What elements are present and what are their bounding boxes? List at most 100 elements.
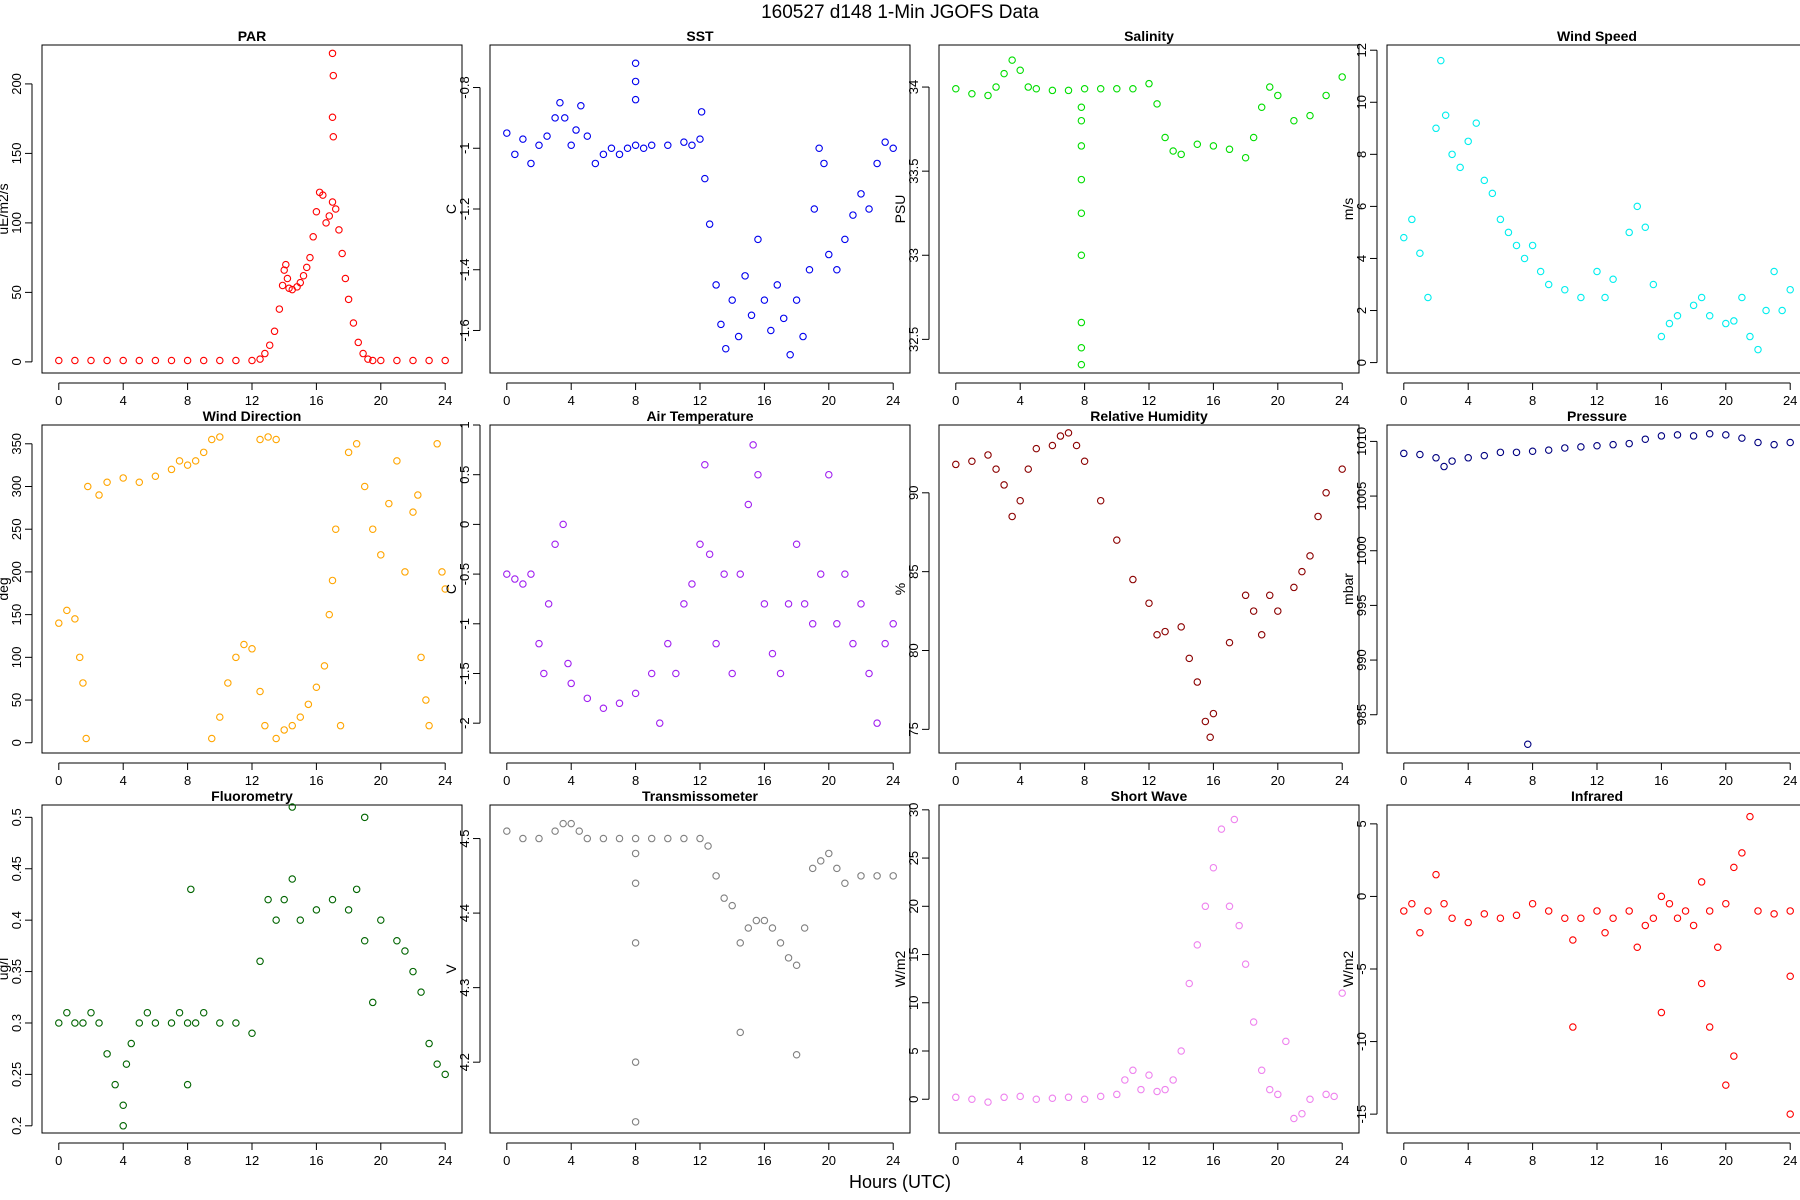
data-point — [349, 319, 358, 327]
y-tick-label: 350 — [9, 433, 24, 455]
data-point — [232, 653, 240, 662]
panel-sst: SST 0 4 8 12 16 20 24 -1.6 -1.4 -1.2 -1 -0.8 C — [443, 28, 911, 408]
y-axis-label: ug/l — [0, 958, 11, 981]
data-point — [672, 669, 680, 678]
x-tick-label: 16 — [309, 773, 323, 788]
data-point — [325, 610, 334, 619]
data-point — [1730, 317, 1738, 325]
x-tick-label: 20 — [822, 393, 836, 408]
data-point — [87, 1008, 95, 1017]
data-point — [55, 619, 63, 627]
figure-x-label: Hours (UTC) — [849, 1172, 951, 1192]
data-point — [712, 281, 720, 289]
data-point — [984, 451, 992, 459]
y-axis-label: C — [443, 584, 459, 594]
x-tick-label: 4 — [568, 773, 575, 788]
data-point — [873, 872, 881, 880]
data-point — [336, 721, 345, 730]
data-point — [359, 349, 367, 358]
y-tick-label: 8 — [1354, 151, 1369, 158]
data-point — [551, 114, 559, 122]
data-point — [187, 885, 195, 894]
data-point — [328, 576, 337, 585]
data-point — [1512, 448, 1521, 457]
data-point — [127, 1039, 136, 1048]
data-point — [409, 508, 417, 516]
data-point — [1209, 709, 1218, 718]
data-point — [1625, 907, 1633, 915]
data-point — [393, 936, 401, 945]
data-point — [199, 448, 208, 457]
y-tick-label: 1000 — [1354, 536, 1369, 565]
data-point — [1472, 119, 1481, 127]
data-point — [1193, 941, 1202, 949]
data-point — [968, 90, 976, 98]
data-point — [1561, 285, 1569, 294]
data-point — [1416, 928, 1424, 937]
data-point — [1306, 552, 1314, 560]
y-tick-label: -1 — [457, 142, 472, 154]
data-point — [265, 341, 274, 349]
x-tick-label: 8 — [184, 1153, 191, 1168]
data-point — [71, 356, 79, 365]
y-tick-label: 1010 — [1354, 427, 1369, 456]
data-point — [631, 1058, 640, 1066]
data-point — [368, 998, 377, 1007]
x-tick-label: 4 — [1465, 773, 1472, 788]
data-point — [1129, 1066, 1137, 1075]
data-point — [825, 470, 833, 479]
data-point — [1024, 465, 1033, 473]
plot-frame — [489, 804, 911, 1134]
data-point — [631, 141, 640, 149]
data-point — [95, 1019, 103, 1027]
data-point — [792, 296, 801, 304]
data-point — [1770, 267, 1778, 276]
y-tick-label: 0 — [1354, 893, 1369, 900]
data-point — [631, 77, 640, 86]
data-point — [647, 669, 656, 678]
x-tick-label: 24 — [886, 393, 900, 408]
data-point — [261, 349, 269, 358]
data-point — [1080, 1095, 1089, 1103]
data-point — [800, 924, 809, 932]
data-point — [1161, 1085, 1169, 1094]
data-point — [1241, 591, 1250, 600]
data-point — [1177, 1047, 1185, 1055]
data-point — [417, 653, 425, 662]
y-tick-label: -0.5 — [457, 563, 472, 585]
data-point — [368, 525, 377, 533]
data-point — [1153, 100, 1161, 108]
x-tick-label: 12 — [245, 1153, 259, 1168]
data-point — [312, 208, 321, 216]
data-point — [216, 433, 224, 441]
data-point — [1641, 223, 1650, 231]
panel-wind-direction: Wind Direction 0 4 8 12 16 20 24 0 50 100 150 200 250… — [0, 408, 463, 788]
data-point — [664, 834, 672, 843]
x-tick-label: 0 — [503, 393, 510, 408]
data-point — [968, 457, 976, 466]
data-point — [1008, 56, 1016, 64]
y-tick-label: 12 — [1354, 43, 1369, 57]
data-point — [256, 687, 264, 696]
data-point — [1096, 1092, 1105, 1101]
data-point — [736, 570, 744, 578]
data-point — [1008, 512, 1016, 521]
data-point — [1593, 907, 1601, 915]
data-point — [377, 551, 385, 559]
data-point — [256, 957, 264, 966]
data-point — [1209, 142, 1218, 150]
data-point — [1625, 228, 1633, 237]
data-point — [1241, 153, 1250, 162]
data-point — [849, 639, 857, 648]
y-tick-label: -1.6 — [457, 319, 472, 341]
data-point — [599, 704, 608, 713]
data-point — [422, 696, 430, 704]
data-point — [705, 220, 714, 228]
data-point — [655, 719, 664, 727]
data-point — [82, 734, 90, 743]
y-tick-label: -1.4 — [457, 259, 472, 281]
data-point — [1016, 66, 1024, 74]
x-tick-label: 16 — [309, 1153, 323, 1168]
data-point — [1464, 918, 1472, 927]
